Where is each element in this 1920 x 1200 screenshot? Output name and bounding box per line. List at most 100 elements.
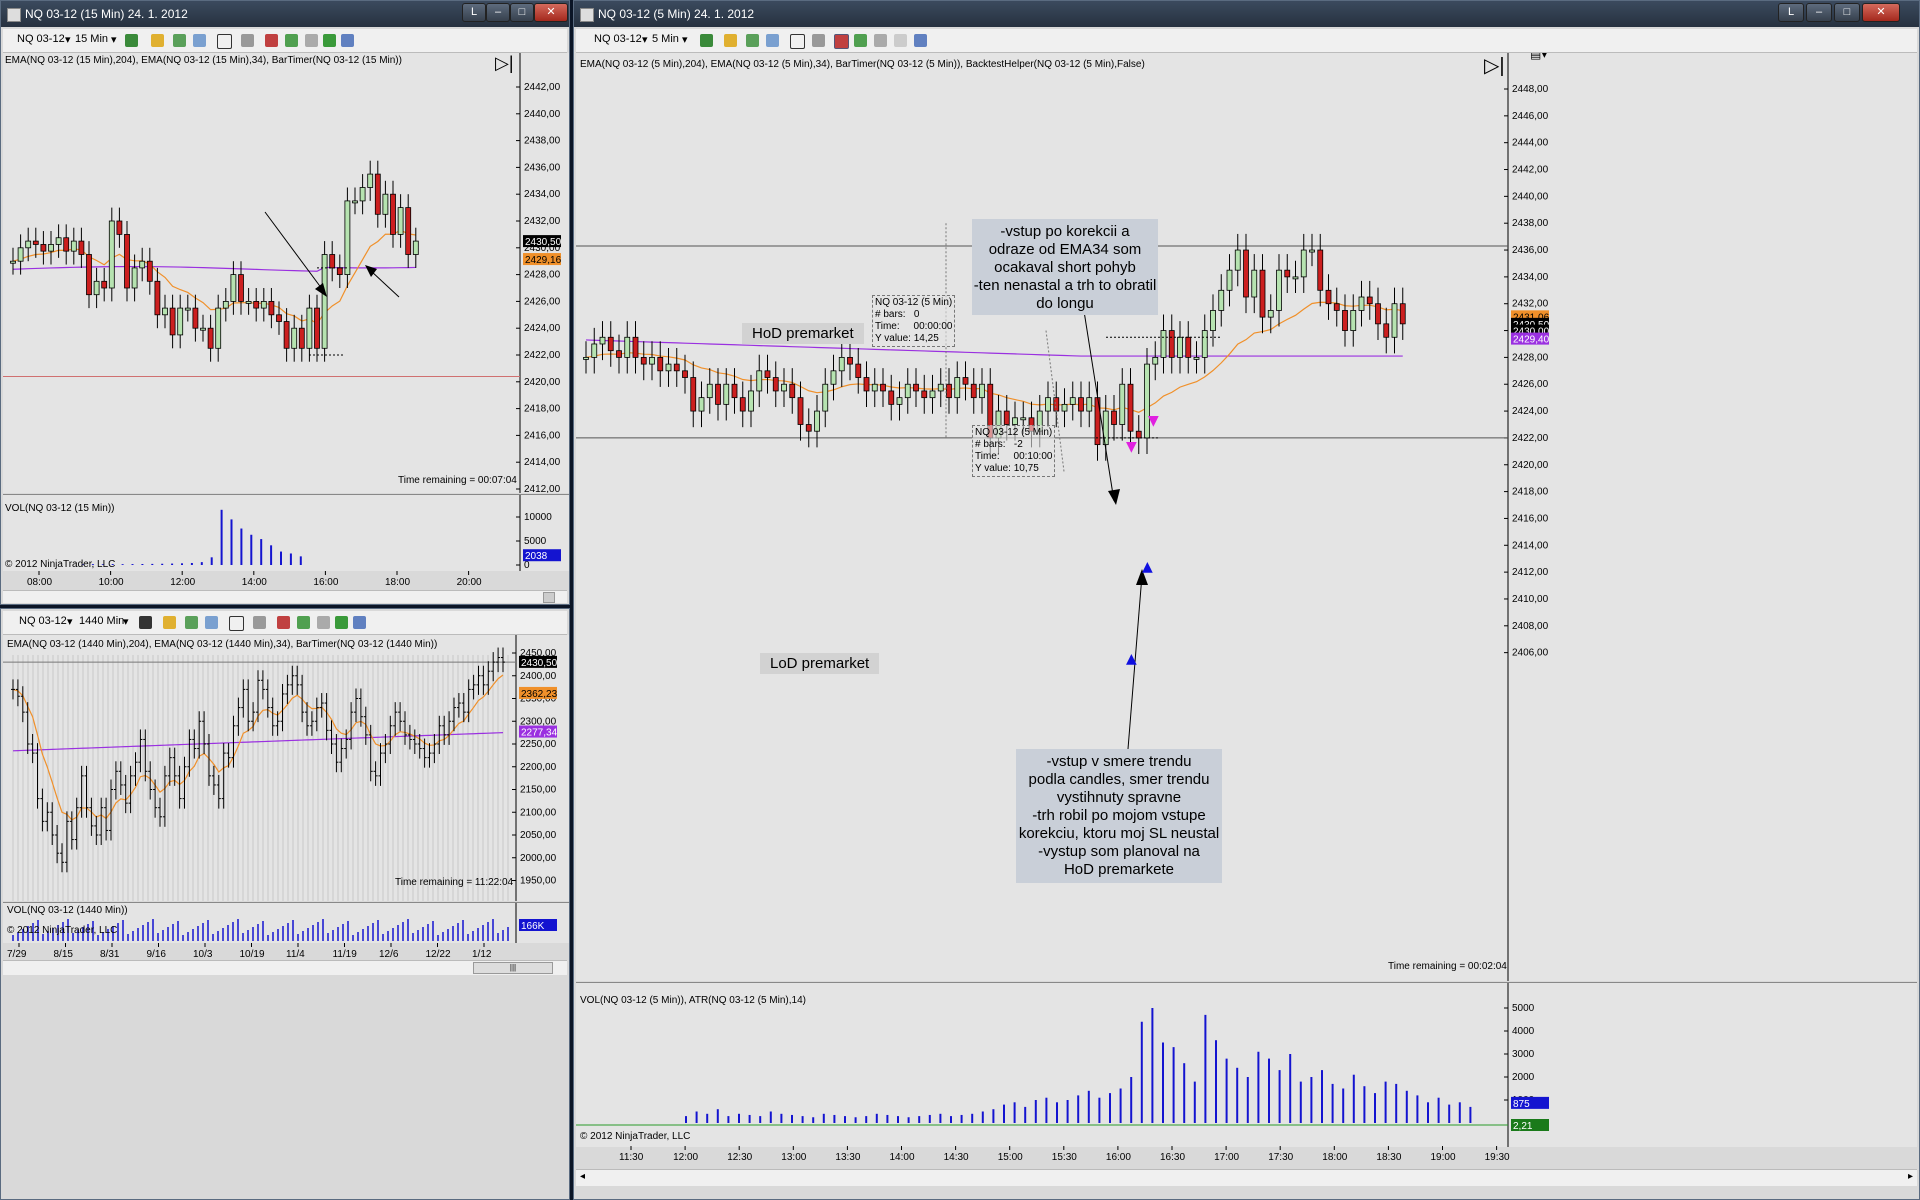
zoom-icon[interactable] — [253, 616, 266, 629]
arrowhead-1 — [1108, 489, 1120, 505]
volume-chart-5min[interactable]: 500040003000200010008752,21 — [576, 983, 1917, 1147]
candle-body — [352, 200, 358, 204]
candle-body — [169, 307, 176, 336]
candle-body — [1243, 249, 1249, 298]
notes-icon[interactable] — [914, 34, 927, 47]
chart-trader-icon[interactable] — [874, 34, 887, 47]
instrument-dropdown-icon[interactable]: ▾ — [67, 616, 73, 628]
alert-icon[interactable] — [335, 616, 348, 629]
data-box-icon[interactable] — [285, 34, 298, 47]
maximize-button[interactable]: □ — [510, 3, 534, 22]
scroll-right-icon[interactable]: ▸ — [1907, 1171, 1913, 1182]
zoom-icon[interactable] — [812, 34, 825, 47]
indicator-legend: EMA(NQ 03-12 (15 Min),204), EMA(NQ 03-12… — [5, 55, 402, 66]
strategy-icon[interactable] — [205, 616, 218, 629]
price-chart-1440[interactable]: 2450,00 2400,00 2350,00 2300,00 2250,00 2200,… — [3, 635, 569, 901]
instrument-dropdown-icon[interactable]: ▾ — [642, 34, 648, 46]
close-button[interactable]: ✕ — [1862, 3, 1900, 22]
candle-body — [871, 383, 878, 392]
minimize-button[interactable]: – — [486, 3, 510, 22]
scroll-to-end-icon[interactable]: ▷| — [495, 53, 514, 73]
horizontal-scrollbar[interactable]: ◂ ▸ — [576, 1169, 1917, 1186]
candle-body — [715, 383, 721, 405]
alert-icon[interactable] — [894, 34, 907, 47]
copyright: © 2012 NinjaTrader, LLC — [5, 559, 116, 570]
properties-icon[interactable] — [277, 616, 290, 629]
scrollbar-thumb[interactable]: ||| — [473, 962, 553, 974]
layout-button[interactable]: L — [462, 3, 486, 22]
volume-legend: VOL(NQ 03-12 (1440 Min)) — [7, 905, 128, 916]
time-label: 8/31 — [100, 949, 120, 959]
chart-style-icon[interactable] — [139, 616, 152, 629]
alert-icon[interactable] — [323, 34, 336, 47]
interval-dropdown-icon[interactable]: ▾ — [111, 34, 117, 46]
chart-style-icon[interactable] — [700, 34, 713, 47]
chart-trader-icon[interactable] — [305, 34, 318, 47]
interval-dropdown-icon[interactable]: ▾ — [682, 34, 688, 46]
trade-marker-icon: ▼ — [1126, 439, 1137, 455]
indicator-icon[interactable] — [185, 616, 198, 629]
scroll-left-icon[interactable]: ◂ — [580, 1171, 586, 1182]
scrollbar-thumb[interactable] — [543, 592, 555, 603]
instrument-selector[interactable]: NQ 03-12 — [17, 33, 65, 45]
candle-body — [344, 200, 351, 275]
candle-body — [108, 220, 115, 289]
candle-body — [70, 240, 77, 252]
drawing-tool-icon[interactable] — [724, 34, 737, 47]
time-label: 16:00 — [313, 577, 338, 588]
price-chart-5min[interactable]: 2448,00 2446,00 2444,00 2442,00 2440,00 2438,… — [576, 53, 1917, 981]
instrument-dropdown-icon[interactable]: ▾ — [65, 34, 71, 46]
properties-icon[interactable] — [265, 34, 278, 47]
data-box-icon[interactable] — [854, 34, 867, 47]
horizontal-scrollbar[interactable] — [3, 590, 567, 603]
candle-body — [937, 383, 944, 392]
candle-body — [863, 377, 870, 392]
axis-label: 2434,00 — [524, 189, 561, 200]
chart-toolbar-5min: NQ 03-12 ▾ 5 Min ▾ — [576, 29, 1917, 53]
interval-selector[interactable]: 1440 Min — [79, 615, 125, 627]
properties-side-icon[interactable]: ▤▾ — [1530, 53, 1548, 61]
crosshair-icon[interactable] — [790, 34, 805, 49]
horizontal-scrollbar[interactable]: ||| — [3, 960, 567, 975]
instrument-selector[interactable]: NQ 03-12 — [594, 33, 642, 45]
titlebar-15min[interactable]: NQ 03-12 (15 Min) 24. 1. 2012 L – □ ✕ — [1, 1, 569, 27]
instrument-selector[interactable]: NQ 03-12 — [19, 615, 67, 627]
price-chart-15min[interactable]: 2442,00 2440,00 2438,00 2436,00 2434,00 2432,… — [3, 53, 569, 493]
trade-marker-icon: ▲ — [1142, 559, 1153, 575]
time-label: 16:00 — [1106, 1152, 1131, 1163]
crosshair-icon[interactable] — [229, 616, 244, 631]
candle-body — [101, 280, 108, 289]
drawing-tool-icon[interactable] — [163, 616, 176, 629]
chart-trader-icon[interactable] — [317, 616, 330, 629]
properties-icon[interactable] — [834, 34, 849, 49]
data-box-icon[interactable] — [297, 616, 310, 629]
drawing-tool-icon[interactable] — [151, 34, 164, 47]
candle-body — [1102, 410, 1109, 446]
indicator-icon[interactable] — [746, 34, 759, 47]
maximize-button[interactable]: □ — [1834, 3, 1860, 22]
indicator-icon[interactable] — [173, 34, 186, 47]
price-ema204-tag: 2277,34 — [521, 728, 558, 739]
titlebar-5min[interactable]: NQ 03-12 (5 Min) 24. 1. 2012 L – □ ✕ — [574, 1, 1919, 27]
measure-info-box-1: NQ 03-12 (5 Min) # bars: 0 Time: 00:00:0… — [872, 295, 956, 347]
notes-icon[interactable] — [341, 34, 354, 47]
notes-icon[interactable] — [353, 616, 366, 629]
layout-button[interactable]: L — [1778, 3, 1804, 22]
interval-dropdown-icon[interactable]: ▾ — [123, 616, 129, 628]
strategy-icon[interactable] — [193, 34, 206, 47]
close-button[interactable]: ✕ — [534, 3, 568, 22]
crosshair-icon[interactable] — [217, 34, 232, 49]
interval-selector[interactable]: 5 Min — [652, 33, 679, 45]
strategy-icon[interactable] — [766, 34, 779, 47]
volume-chart-1440[interactable]: 166K — [3, 903, 569, 943]
time-label: 12:00 — [170, 577, 195, 588]
candle-body — [970, 383, 977, 399]
axis-label: 2438,00 — [524, 136, 561, 147]
axis-label: 2432,00 — [1512, 299, 1549, 310]
interval-selector[interactable]: 15 Min — [75, 33, 109, 45]
minimize-button[interactable]: – — [1806, 3, 1832, 22]
chart-style-icon[interactable] — [125, 34, 138, 47]
zoom-icon[interactable] — [241, 34, 254, 47]
scroll-to-end-icon[interactable]: ▷| — [1484, 55, 1505, 77]
